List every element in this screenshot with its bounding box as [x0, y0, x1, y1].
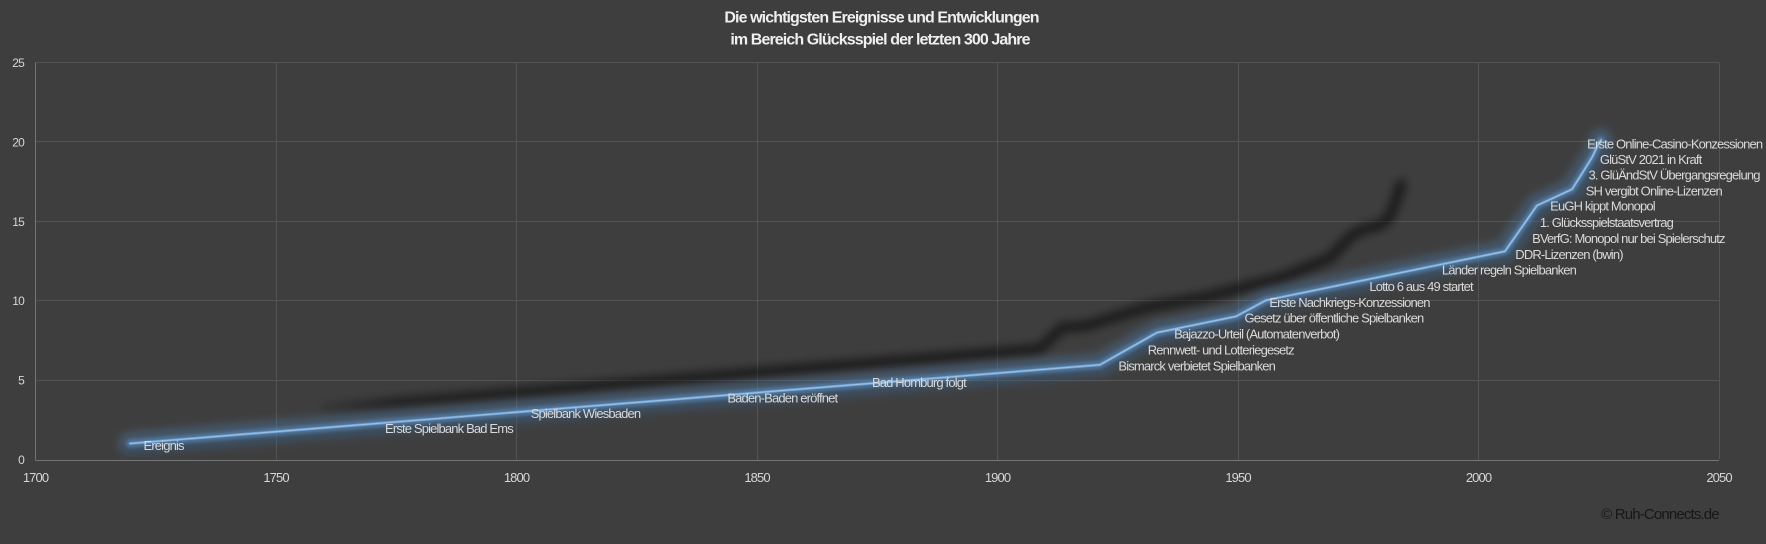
svg-text:BVerfG: Monopol nur bei Spiele: BVerfG: Monopol nur bei Spielerschutz — [1532, 231, 1725, 246]
svg-text:1900: 1900 — [985, 470, 1011, 485]
svg-text:15: 15 — [12, 215, 25, 229]
svg-text:1700: 1700 — [23, 470, 49, 485]
svg-text:Bismarck verbietet Spielbanken: Bismarck verbietet Spielbanken — [1118, 358, 1275, 373]
svg-text:Die wichtigsten Ereignisse und: Die wichtigsten Ereignisse und Entwicklu… — [724, 10, 1038, 27]
svg-text:Länder regeln Spielbanken: Länder regeln Spielbanken — [1442, 263, 1577, 278]
svg-text:Bajazzo-Urteil (Automatenverbo: Bajazzo-Urteil (Automatenverbot) — [1174, 327, 1340, 342]
svg-text:1800: 1800 — [504, 470, 530, 485]
svg-text:Baden-Baden eröffnet: Baden-Baden eröffnet — [727, 390, 838, 405]
svg-text:25: 25 — [12, 56, 25, 70]
svg-text:Bad Homburg folgt: Bad Homburg folgt — [872, 375, 967, 390]
svg-text:GlüStV 2021 in Kraft: GlüStV 2021 in Kraft — [1600, 152, 1703, 167]
svg-text:im Bereich Glücksspiel der let: im Bereich Glücksspiel der letzten 300 J… — [730, 32, 1030, 49]
svg-text:1850: 1850 — [744, 470, 770, 485]
svg-text:20: 20 — [12, 135, 25, 149]
svg-text:SH vergibt Online-Lizenzen: SH vergibt Online-Lizenzen — [1586, 183, 1723, 198]
svg-text:1. Glücksspielstaatsvertrag: 1. Glücksspielstaatsvertrag — [1540, 215, 1674, 230]
svg-text:1950: 1950 — [1225, 470, 1251, 485]
svg-text:5: 5 — [18, 374, 25, 388]
svg-text:Lotto 6 aus 49 startet: Lotto 6 aus 49 startet — [1369, 279, 1474, 294]
svg-text:Erste Spielbank Bad Ems: Erste Spielbank Bad Ems — [385, 421, 514, 436]
svg-text:0: 0 — [18, 453, 25, 467]
svg-text:Erste Online-Casino-Konzession: Erste Online-Casino-Konzessionen — [1587, 136, 1763, 151]
svg-text:Gesetz über öffentliche Spielb: Gesetz über öffentliche Spielbanken — [1245, 311, 1424, 326]
svg-text:DDR-Lizenzen (bwin): DDR-Lizenzen (bwin) — [1515, 247, 1623, 262]
svg-text:1750: 1750 — [263, 470, 289, 485]
svg-text:Ereignis: Ereignis — [144, 438, 186, 453]
svg-text:EuGH kippt Monopol: EuGH kippt Monopol — [1550, 199, 1656, 214]
svg-text:2050: 2050 — [1706, 470, 1732, 485]
svg-text:© Ruh-Connects.de: © Ruh-Connects.de — [1601, 506, 1719, 523]
svg-text:Rennwett- und Lotteriegesetz: Rennwett- und Lotteriegesetz — [1148, 342, 1294, 357]
svg-text:3. GlüÄndStV Übergangsregelung: 3. GlüÄndStV Übergangsregelung — [1589, 168, 1761, 183]
svg-text:Spielbank Wiesbaden: Spielbank Wiesbaden — [531, 406, 641, 421]
svg-text:2000: 2000 — [1466, 470, 1492, 485]
svg-text:10: 10 — [12, 294, 25, 308]
svg-text:Erste Nachkriegs-Konzessionen: Erste Nachkriegs-Konzessionen — [1269, 295, 1430, 310]
